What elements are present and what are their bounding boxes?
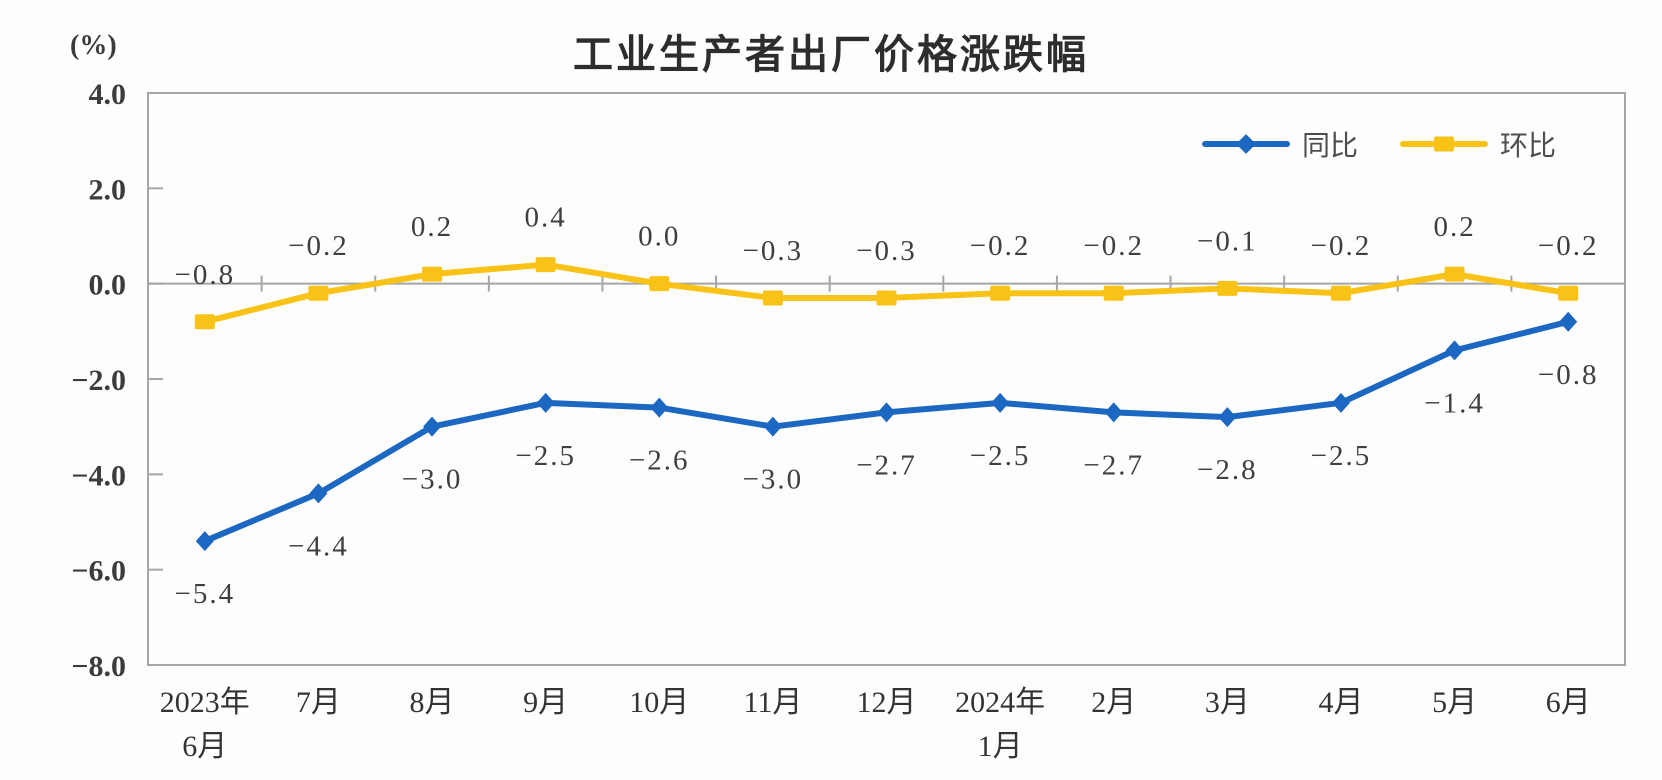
data-point-marker-mom <box>535 257 556 273</box>
y-axis-unit-label: (%) <box>70 30 117 61</box>
data-point-marker-mom <box>194 314 215 330</box>
data-label-mom: −0.2 <box>1083 230 1144 262</box>
data-label-mom: 0.0 <box>638 221 680 253</box>
data-label-mom: 0.2 <box>411 211 453 243</box>
x-axis-label: 2024年 1月 <box>955 686 1045 763</box>
data-point-marker-yoy <box>1104 402 1123 423</box>
x-axis-label: 5月 <box>1432 686 1477 719</box>
data-point-marker-yoy <box>763 416 782 437</box>
x-axis-label: 11月 <box>743 686 802 719</box>
y-axis-tick-label: −6.0 <box>71 555 126 588</box>
data-label-mom: −0.3 <box>743 235 804 267</box>
data-point-marker-mom <box>1217 280 1238 296</box>
x-axis-label: 8月 <box>410 686 455 719</box>
plot-frame <box>147 92 1626 666</box>
y-axis-tick-label: 2.0 <box>89 173 127 206</box>
data-point-marker-mom <box>1330 285 1351 301</box>
data-label-yoy: −1.4 <box>1424 387 1485 419</box>
data-label-yoy: −0.8 <box>1538 359 1599 391</box>
data-label-mom: −0.8 <box>175 259 236 291</box>
data-point-marker-yoy <box>195 531 214 552</box>
data-point-marker-mom <box>1103 285 1124 301</box>
x-axis-label: 12月 <box>857 686 917 719</box>
y-axis-tick-label: −4.0 <box>71 459 126 492</box>
data-point-marker-yoy <box>1218 407 1237 428</box>
data-label-mom: −0.3 <box>856 235 917 267</box>
legend-label-mom: 环比 <box>1500 131 1557 162</box>
x-axis-label: 2023年 6月 <box>160 686 250 763</box>
x-axis-label: 3月 <box>1205 686 1250 719</box>
data-label-mom: 0.2 <box>1433 211 1475 243</box>
data-point-marker-mom <box>990 285 1011 301</box>
data-label-yoy: −2.7 <box>1083 449 1144 481</box>
data-point-marker-mom <box>422 266 443 282</box>
data-label-mom: −0.1 <box>1197 225 1258 257</box>
data-label-mom: 0.4 <box>525 202 567 234</box>
y-axis-tick-label: 0.0 <box>89 269 127 302</box>
data-label-mom: −0.2 <box>288 230 349 262</box>
data-point-marker-yoy <box>1445 340 1464 361</box>
data-label-mom: −0.2 <box>1311 230 1372 262</box>
y-axis-tick-label: −2.0 <box>71 364 126 397</box>
data-point-marker-yoy <box>1559 311 1578 332</box>
y-axis-tick-label: −8.0 <box>71 650 126 683</box>
data-point-marker-yoy <box>650 397 669 418</box>
data-point-marker-yoy <box>536 392 555 413</box>
diamond-marker-icon <box>1236 134 1256 154</box>
x-axis-label: 7月 <box>296 686 341 719</box>
chart-title: 工业生产者出厂价格涨跌幅 <box>573 33 1089 77</box>
data-point-marker-mom <box>762 290 783 306</box>
data-point-marker-yoy <box>1331 392 1350 413</box>
data-point-marker-mom <box>1558 285 1579 301</box>
data-label-yoy: −2.7 <box>856 449 917 481</box>
data-label-mom: −0.2 <box>970 230 1031 262</box>
data-point-marker-mom <box>649 276 670 292</box>
x-axis-label: 9月 <box>523 686 568 719</box>
data-point-marker-mom <box>876 290 897 306</box>
legend-item-yoy: 同比 <box>1202 124 1358 164</box>
data-label-mom: −0.2 <box>1538 230 1599 262</box>
data-label-yoy: −2.5 <box>1311 440 1372 472</box>
x-axis-label: 10月 <box>629 686 689 719</box>
y-axis-tick-label: 4.0 <box>89 78 127 111</box>
x-axis-label: 4月 <box>1318 686 1363 719</box>
data-point-marker-yoy <box>991 392 1010 413</box>
series-line-yoy <box>201 318 1572 545</box>
square-marker-icon <box>1434 136 1455 152</box>
data-point-marker-yoy <box>309 483 328 504</box>
legend-item-mom: 环比 <box>1400 124 1556 164</box>
data-label-yoy: −5.4 <box>175 578 236 610</box>
data-point-marker-mom <box>308 285 329 301</box>
data-point-marker-mom <box>1444 266 1465 282</box>
data-label-yoy: −3.0 <box>743 464 804 496</box>
data-point-marker-yoy <box>423 416 442 437</box>
legend-label-yoy: 同比 <box>1302 131 1359 162</box>
data-label-yoy: −2.5 <box>970 440 1031 472</box>
data-label-yoy: −2.5 <box>515 440 576 472</box>
x-axis-label: 6月 <box>1546 686 1591 719</box>
data-label-yoy: −2.8 <box>1197 454 1258 486</box>
data-point-marker-yoy <box>877 402 896 423</box>
data-label-yoy: −3.0 <box>402 464 463 496</box>
legend: 同比 环比 <box>1202 124 1556 164</box>
x-axis-label: 2月 <box>1091 686 1136 719</box>
data-label-yoy: −4.4 <box>288 530 349 562</box>
legend-line-sample-mom <box>1400 135 1489 153</box>
legend-line-sample-yoy <box>1202 134 1290 154</box>
data-label-yoy: −2.6 <box>629 445 690 477</box>
